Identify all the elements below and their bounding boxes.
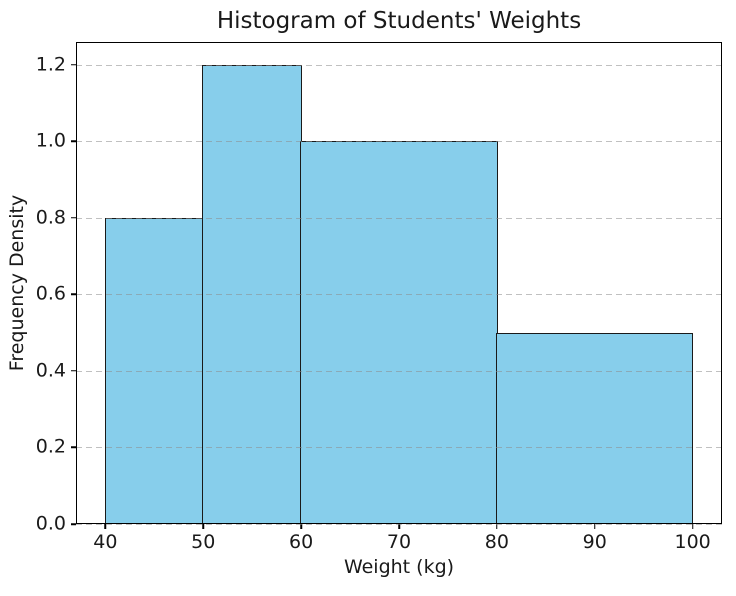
h-gridline [76,64,722,66]
h-gridline [76,294,722,296]
histogram-bar [202,64,302,524]
x-tick-label: 50 [191,531,216,553]
x-tick-mark [202,524,204,529]
h-gridline [76,141,722,143]
y-tick-label: 1.0 [35,129,66,152]
x-tick-mark [496,524,498,529]
histogram-bar [300,141,498,524]
histogram-bar [496,332,694,524]
y-tick-label: 0.2 [35,435,66,458]
x-tick-label: 100 [674,531,711,553]
y-tick-mark [71,293,76,296]
y-tick-label: 0.0 [35,512,66,535]
h-gridline [76,217,722,219]
y-tick-mark [71,64,76,66]
x-tick-label: 40 [93,531,118,553]
y-tick-label: 1.2 [35,53,66,76]
y-tick-mark [71,140,76,143]
x-axis-label: Weight (kg) [343,556,455,578]
y-tick-label: 0.4 [35,359,66,382]
h-gridline [76,370,722,372]
y-tick-mark [71,446,76,449]
x-tick-mark [691,524,694,529]
x-tick-mark [594,524,596,529]
y-tick-label: 0.6 [35,282,66,305]
y-tick-label: 0.8 [35,206,66,229]
x-tick-label: 70 [386,531,412,553]
h-gridline [76,524,722,525]
y-tick-mark [71,370,76,372]
x-tick-label: 60 [289,531,314,553]
h-gridline [76,447,722,449]
y-tick-mark [71,217,76,219]
x-tick-mark [104,524,107,529]
x-tick-label: 80 [484,531,509,553]
x-tick-mark [300,524,302,529]
plot-area: 40 50 60 70 80 90 100 0.0 0.2 0.4 0.6 0.8 1.0 1.2 [36,42,722,552]
x-tick-label: 90 [582,531,607,553]
y-tick-mark [71,523,76,525]
x-tick-mark [398,524,400,529]
chart-title: Histogram of Students' Weights [216,8,582,34]
